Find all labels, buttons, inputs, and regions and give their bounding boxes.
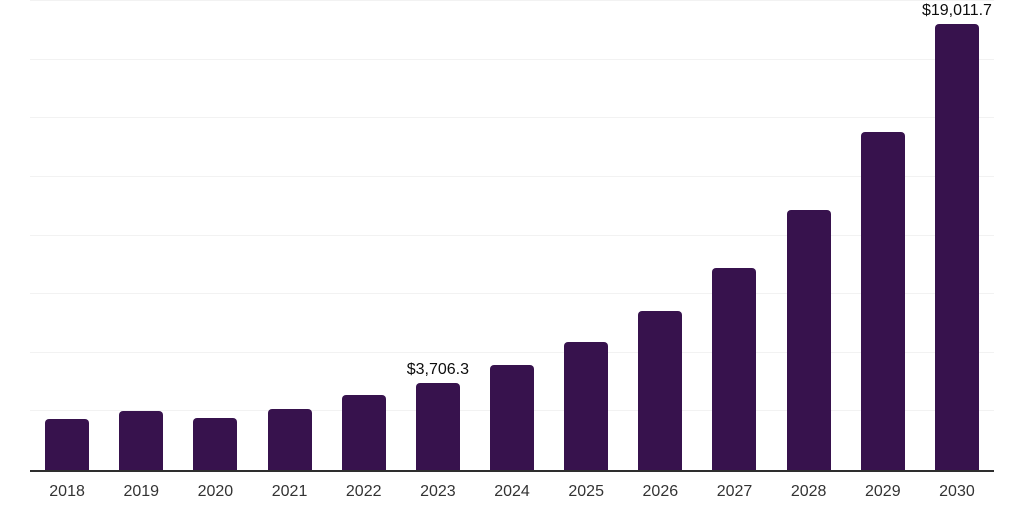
data-label-2023: $3,706.3 [406,361,469,379]
x-tick-label-2025: 2025 [568,483,604,500]
x-axis-line [30,470,994,472]
bar-band-2020 [178,1,252,470]
x-tick-label-2019: 2019 [123,483,160,500]
bar-band-2029 [846,1,920,470]
x-tick-label-2028: 2028 [790,483,827,500]
x-tick-label-2029: 2029 [865,483,901,500]
bar-2030 [934,24,979,470]
x-tick-label-2024: 2024 [494,483,530,500]
bar-2022 [341,395,386,470]
gridline [30,293,994,295]
x-tick-label-2026: 2026 [642,483,679,500]
bar-2028 [786,210,831,470]
bar-band-2027 [697,1,771,470]
gridline [30,0,994,1]
bar-2018 [45,418,90,470]
bar-2027 [712,267,757,470]
bar-2024 [490,365,535,470]
bar-2019 [119,411,164,470]
bar-band-2028 [772,1,846,470]
bar-band-2022 [327,1,401,470]
gridline [30,58,994,60]
plot-area: $3,706.3 $19,011.7 [30,0,994,472]
x-tick-label-2030: 2030 [939,483,975,500]
gridline [30,117,994,119]
bar-2020 [193,418,238,470]
gridline [30,234,994,236]
bar-band-2023: $3,706.3 [401,1,475,470]
bar-band-2025 [549,1,623,470]
x-tick-label-2021: 2021 [271,483,308,500]
gridline [30,175,994,177]
bar-2023 [415,383,460,470]
bar-band-2019 [104,1,178,470]
gridline [30,351,994,353]
bar-2025 [564,341,609,470]
bar-2026 [638,310,683,470]
x-tick-label-2027: 2027 [716,483,753,500]
bar-band-2018 [30,1,104,470]
bar-2029 [860,132,905,470]
x-axis-labels: 2018 2019 2020 2021 2022 2023 2024 2025 2026 2027… [30,482,994,501]
x-tick-label-2020: 2020 [197,483,234,500]
data-label-2030: $19,011.7 [921,2,992,20]
x-tick-label-2022: 2022 [345,483,382,500]
x-tick-label-2023: 2023 [420,483,456,500]
bars-row: $3,706.3 $19,011.7 [30,1,994,470]
bar-2021 [267,409,312,470]
bar-band-2024 [475,1,549,470]
x-tick-label-2018: 2018 [49,483,85,500]
bar-band-2030: $19,011.7 [920,1,994,470]
bar-band-2026 [623,1,697,470]
bar-band-2021 [252,1,326,470]
